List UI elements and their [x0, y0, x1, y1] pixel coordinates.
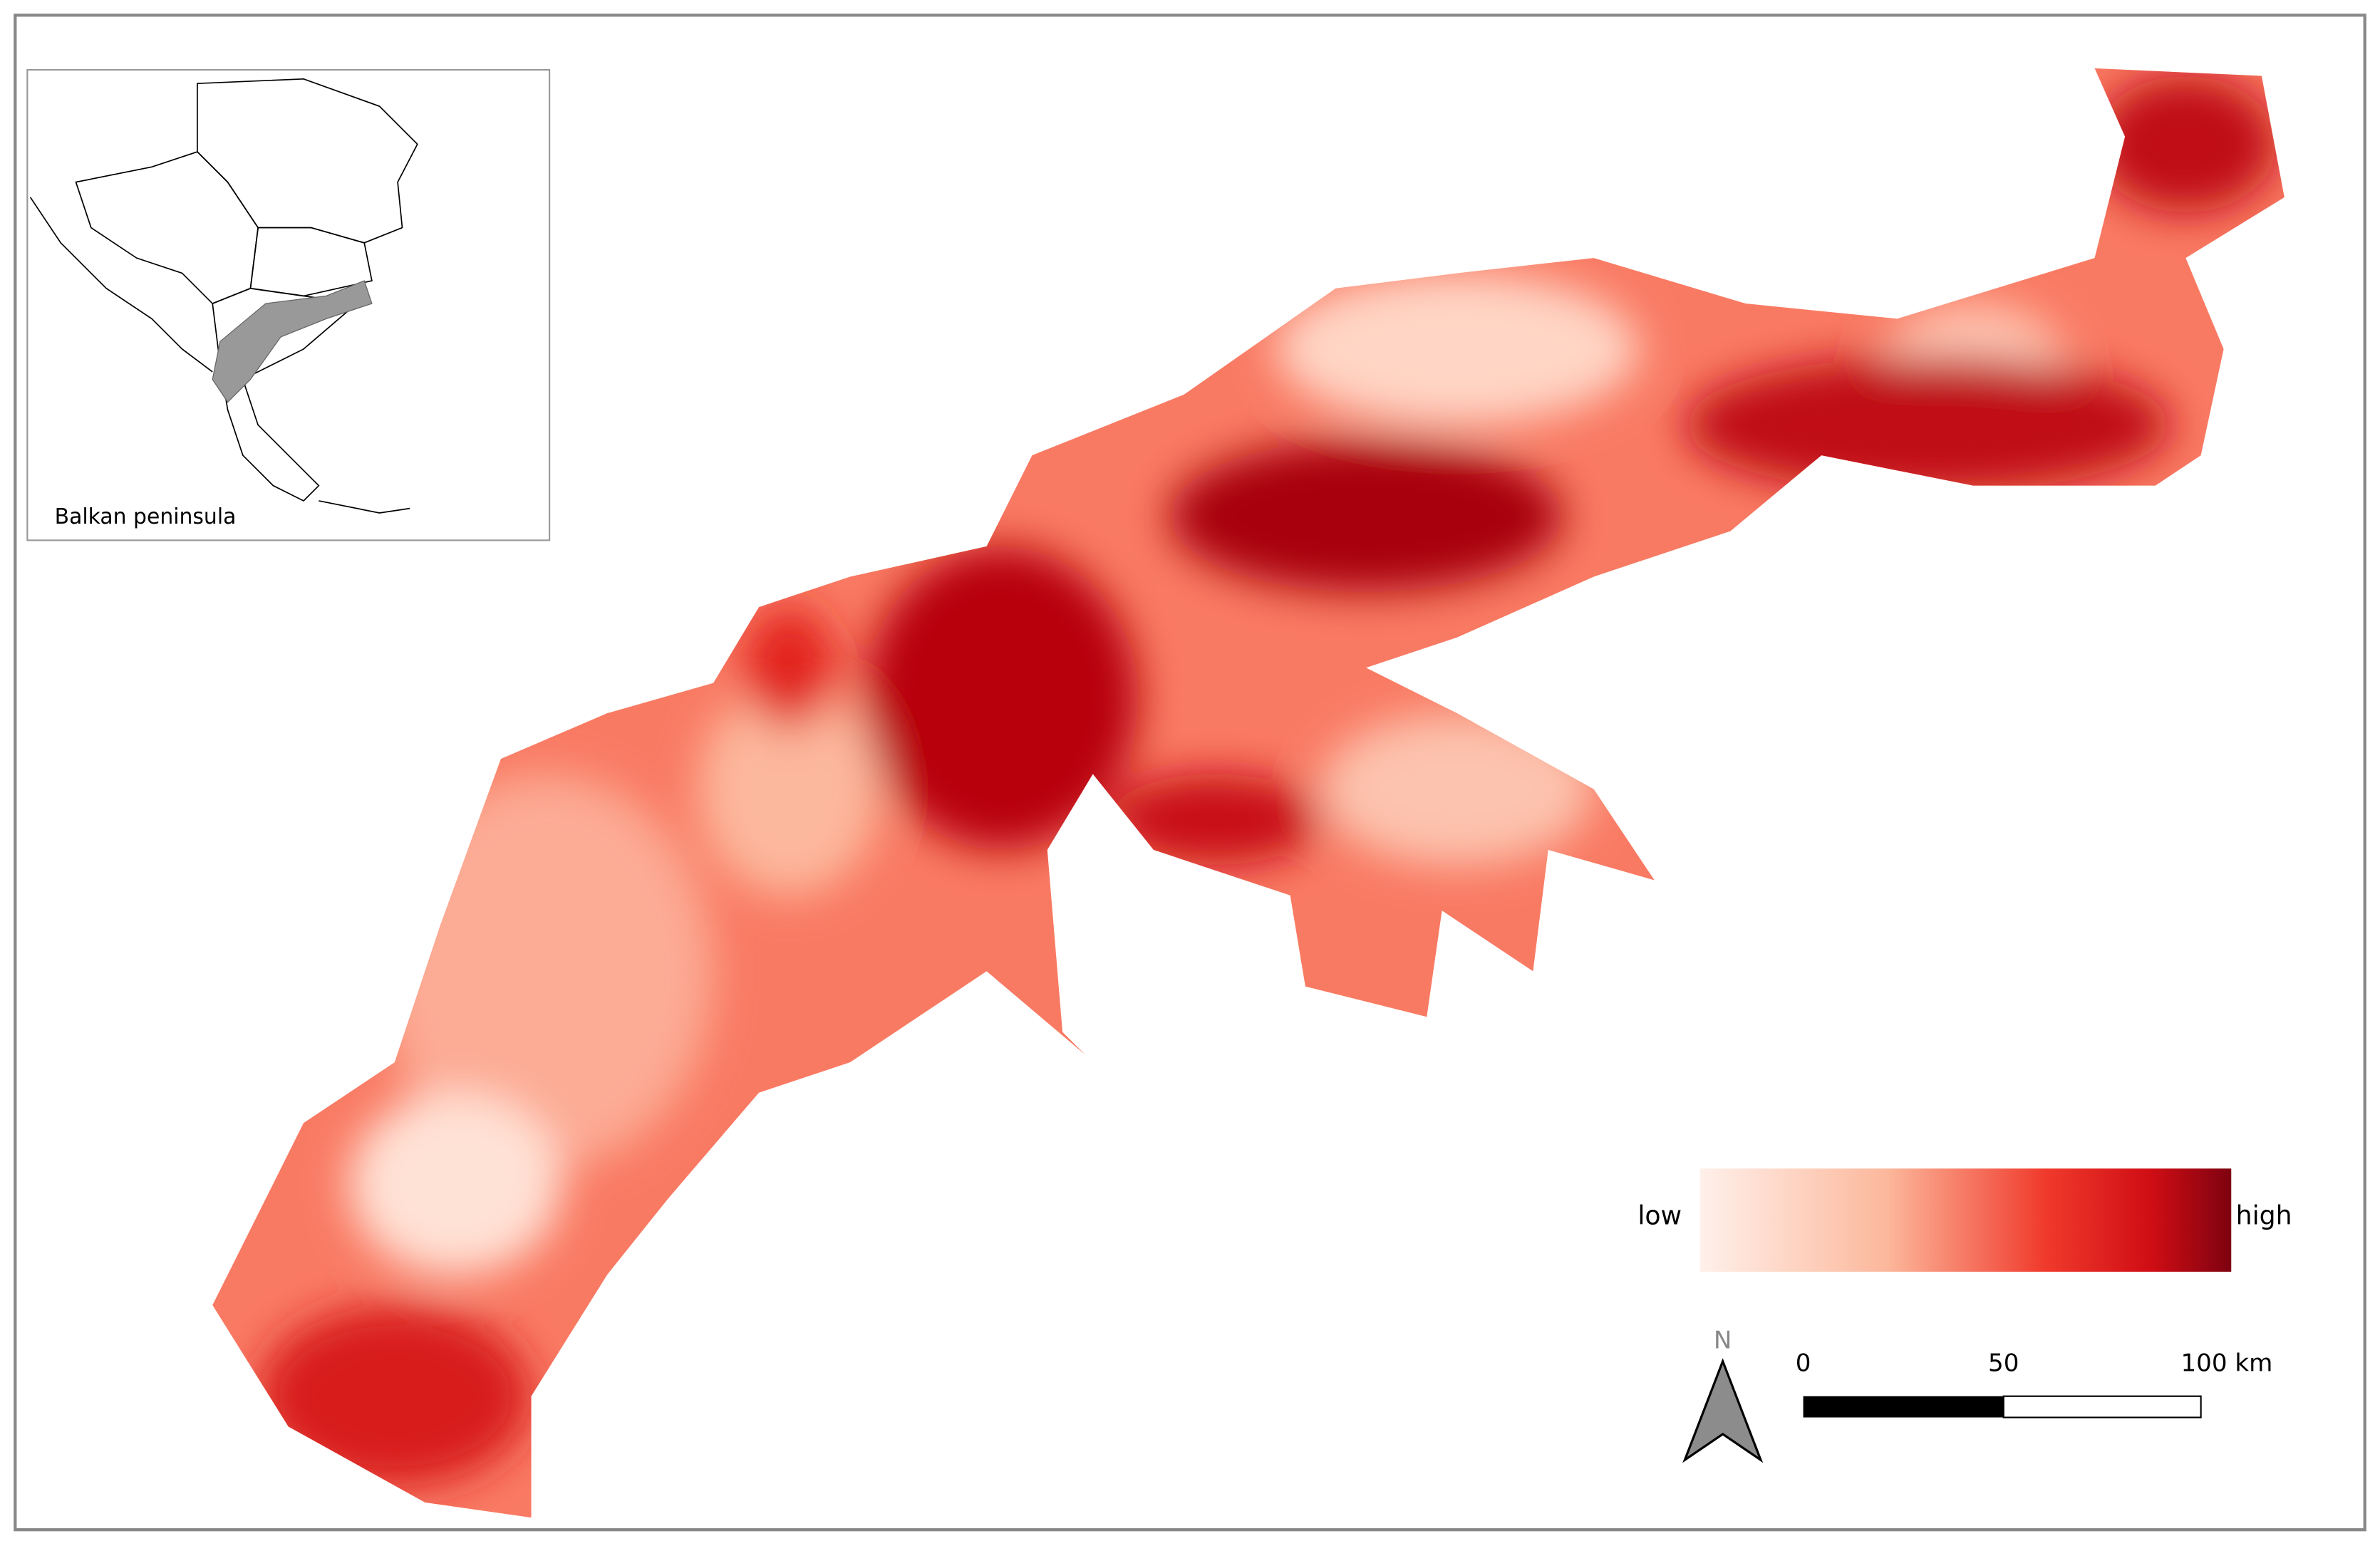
scale-label: 100 km — [2180, 1349, 2272, 1377]
legend-high: high — [2236, 1200, 2292, 1230]
north-arrow: N — [1682, 1327, 1764, 1463]
scale-label: 50 — [1988, 1349, 2019, 1377]
legend-low: low — [1637, 1200, 1682, 1230]
legend: low high — [1637, 1168, 2292, 1272]
inset-map: Balkan peninsula — [26, 68, 551, 541]
inset-label: Balkan peninsula — [55, 504, 237, 529]
north-label: N — [1714, 1327, 1732, 1355]
scale-label: 0 — [1796, 1349, 1811, 1377]
scale-bar: 0 50 100 km — [1796, 1349, 2272, 1418]
legend-ramp — [1699, 1168, 2232, 1272]
